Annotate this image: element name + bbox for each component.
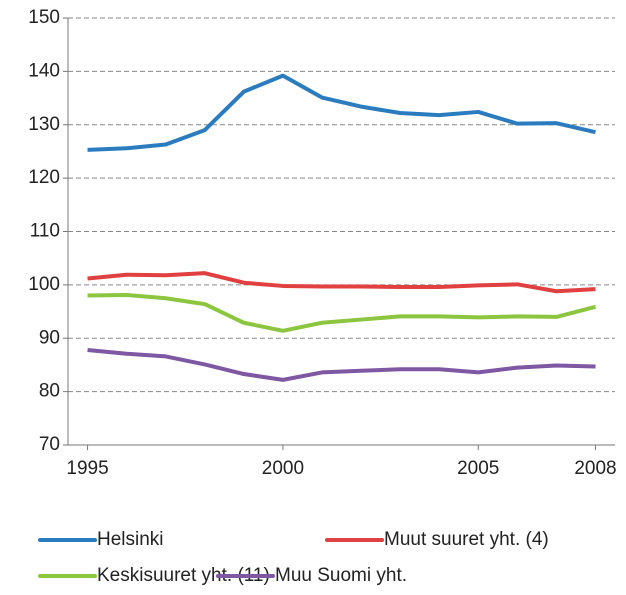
y-tick-label: 120 — [28, 167, 60, 188]
y-tick-label: 90 — [39, 327, 60, 348]
line — [87, 271, 596, 294]
x-tick-label: 2000 — [262, 458, 304, 479]
y-tick-label: 70 — [39, 434, 60, 455]
legend-label: Keskisuuret yht. (11) — [97, 565, 270, 586]
y-tick-label: 110 — [30, 221, 60, 242]
line — [87, 73, 596, 152]
y-tick-label: 80 — [39, 381, 60, 402]
x-tick-label: 2005 — [457, 458, 499, 479]
x-tick-label: 2008 — [574, 458, 616, 479]
line — [87, 348, 596, 382]
y-tick-label: 140 — [28, 60, 60, 81]
y-tick-label: 100 — [28, 274, 60, 295]
y-tick-label: 130 — [28, 114, 60, 135]
line — [87, 293, 596, 333]
legend-label: Muu Suomi yht. — [275, 565, 407, 586]
legend-label: Helsinki — [97, 529, 164, 550]
legend-label: Muut suuret yht. (4) — [384, 529, 549, 550]
y-tick-label: 150 — [28, 7, 60, 28]
x-tick-label: 1995 — [66, 458, 108, 479]
